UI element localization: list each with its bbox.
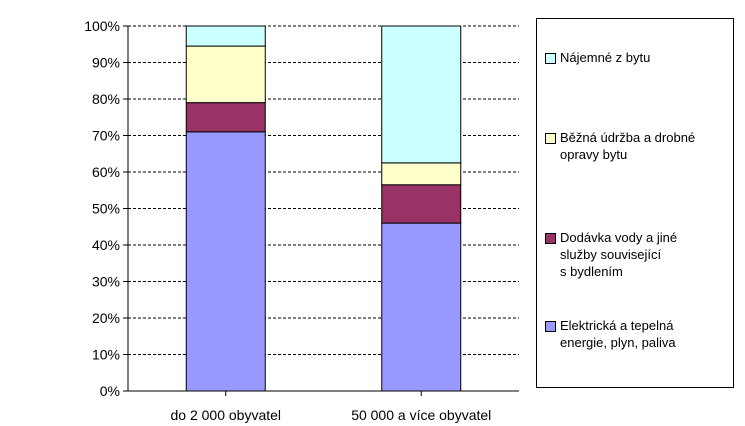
x-tick-label: 50 000 a více obyvatel <box>351 407 491 423</box>
legend-swatch <box>545 133 556 144</box>
bar-segment <box>185 131 266 392</box>
legend-swatch <box>545 321 556 332</box>
legend-swatch <box>545 233 556 244</box>
legend-label-line: opravy bytu <box>560 147 628 162</box>
legend-item: Běžná údržba a drobné opravy bytu <box>545 129 736 163</box>
y-tick-label: 50% <box>92 201 120 217</box>
y-tick-label: 40% <box>92 237 120 253</box>
legend-label-line: Dodávka vody a jiné <box>560 230 678 245</box>
legend-label: Elektrická a tepelná energie, plyn, paliv… <box>560 317 736 351</box>
legend-swatch <box>545 53 556 64</box>
y-tick-label: 60% <box>92 164 120 180</box>
legend-label-line: Nájemné z bytu <box>560 50 651 65</box>
y-tick-label: 30% <box>92 274 120 290</box>
bar-segment <box>381 25 462 164</box>
legend-label-line: Běžná údržba a drobné <box>560 130 696 145</box>
y-tick-label: 80% <box>92 91 120 107</box>
legend-label: Nájemné z bytu <box>560 49 736 66</box>
legend-item: Nájemné z bytu <box>545 49 736 66</box>
y-tick-label: 70% <box>92 128 120 144</box>
y-tick-label: 10% <box>92 347 120 363</box>
legend-label-line: energie, plyn, paliva <box>560 335 676 350</box>
legend-label-line: s bydlením <box>560 264 623 279</box>
y-tick-label: 20% <box>92 310 120 326</box>
bar-segment <box>185 102 266 133</box>
legend-label-line: Elektrická a tepelná <box>560 318 674 333</box>
y-tick-label: 0% <box>100 383 120 399</box>
x-tick-label: do 2 000 obyvatel <box>170 407 281 423</box>
legend-item: Elektrická a tepelná energie, plyn, paliv… <box>545 317 736 351</box>
bar-segment <box>381 162 462 186</box>
y-tick-label: 90% <box>92 55 120 71</box>
bar-segment <box>185 45 266 104</box>
legend-label-line: služby související <box>560 247 662 262</box>
y-tick-label: 100% <box>84 18 120 34</box>
bar-segment <box>381 222 462 392</box>
legend-label: Dodávka vody a jiné služby související s b… <box>560 229 736 280</box>
legend-item: Dodávka vody a jiné služby související s b… <box>545 229 736 280</box>
chart-legend: Nájemné z bytu Běžná údržba a drobné oprav… <box>536 18 734 388</box>
bar-segment <box>185 25 266 47</box>
legend-label: Běžná údržba a drobné opravy bytu <box>560 129 736 163</box>
bar-segment <box>381 184 462 224</box>
